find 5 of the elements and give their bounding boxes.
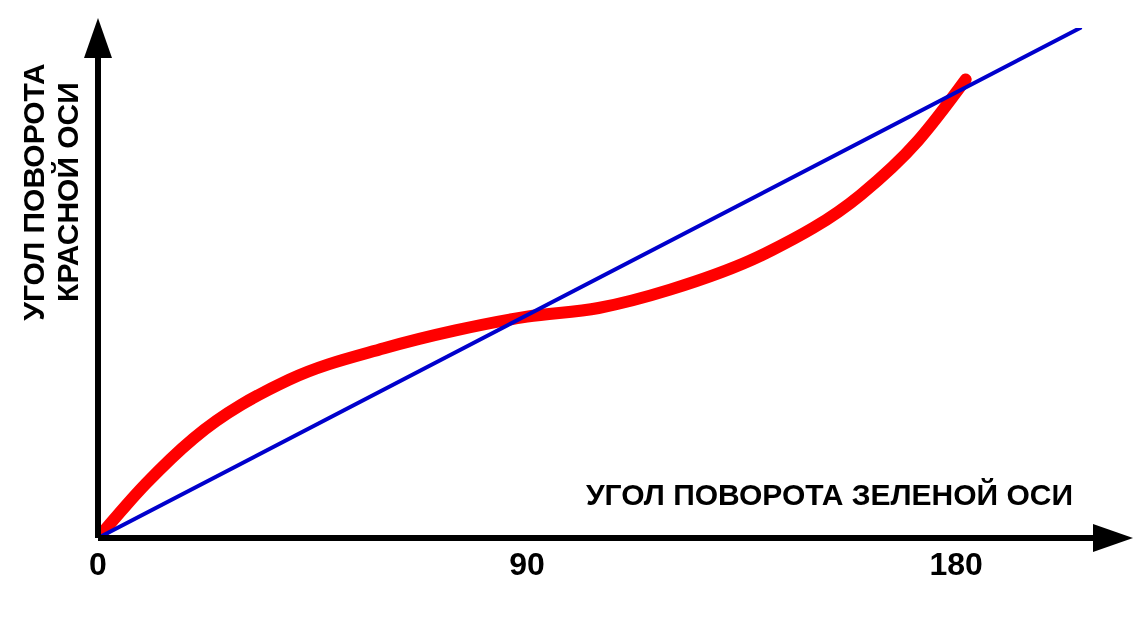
y-axis-title: УГОЛ ПОВОРОТА КРАСНОЙ ОСИ	[17, 62, 85, 323]
x-axis-title: УГОЛ ПОВОРОТА ЗЕЛЕНОЙ ОСИ	[585, 478, 1073, 512]
x-tick-label: 180	[929, 545, 983, 582]
x-tick-label: 90	[509, 545, 545, 582]
x-tick-label: 0	[89, 545, 107, 582]
